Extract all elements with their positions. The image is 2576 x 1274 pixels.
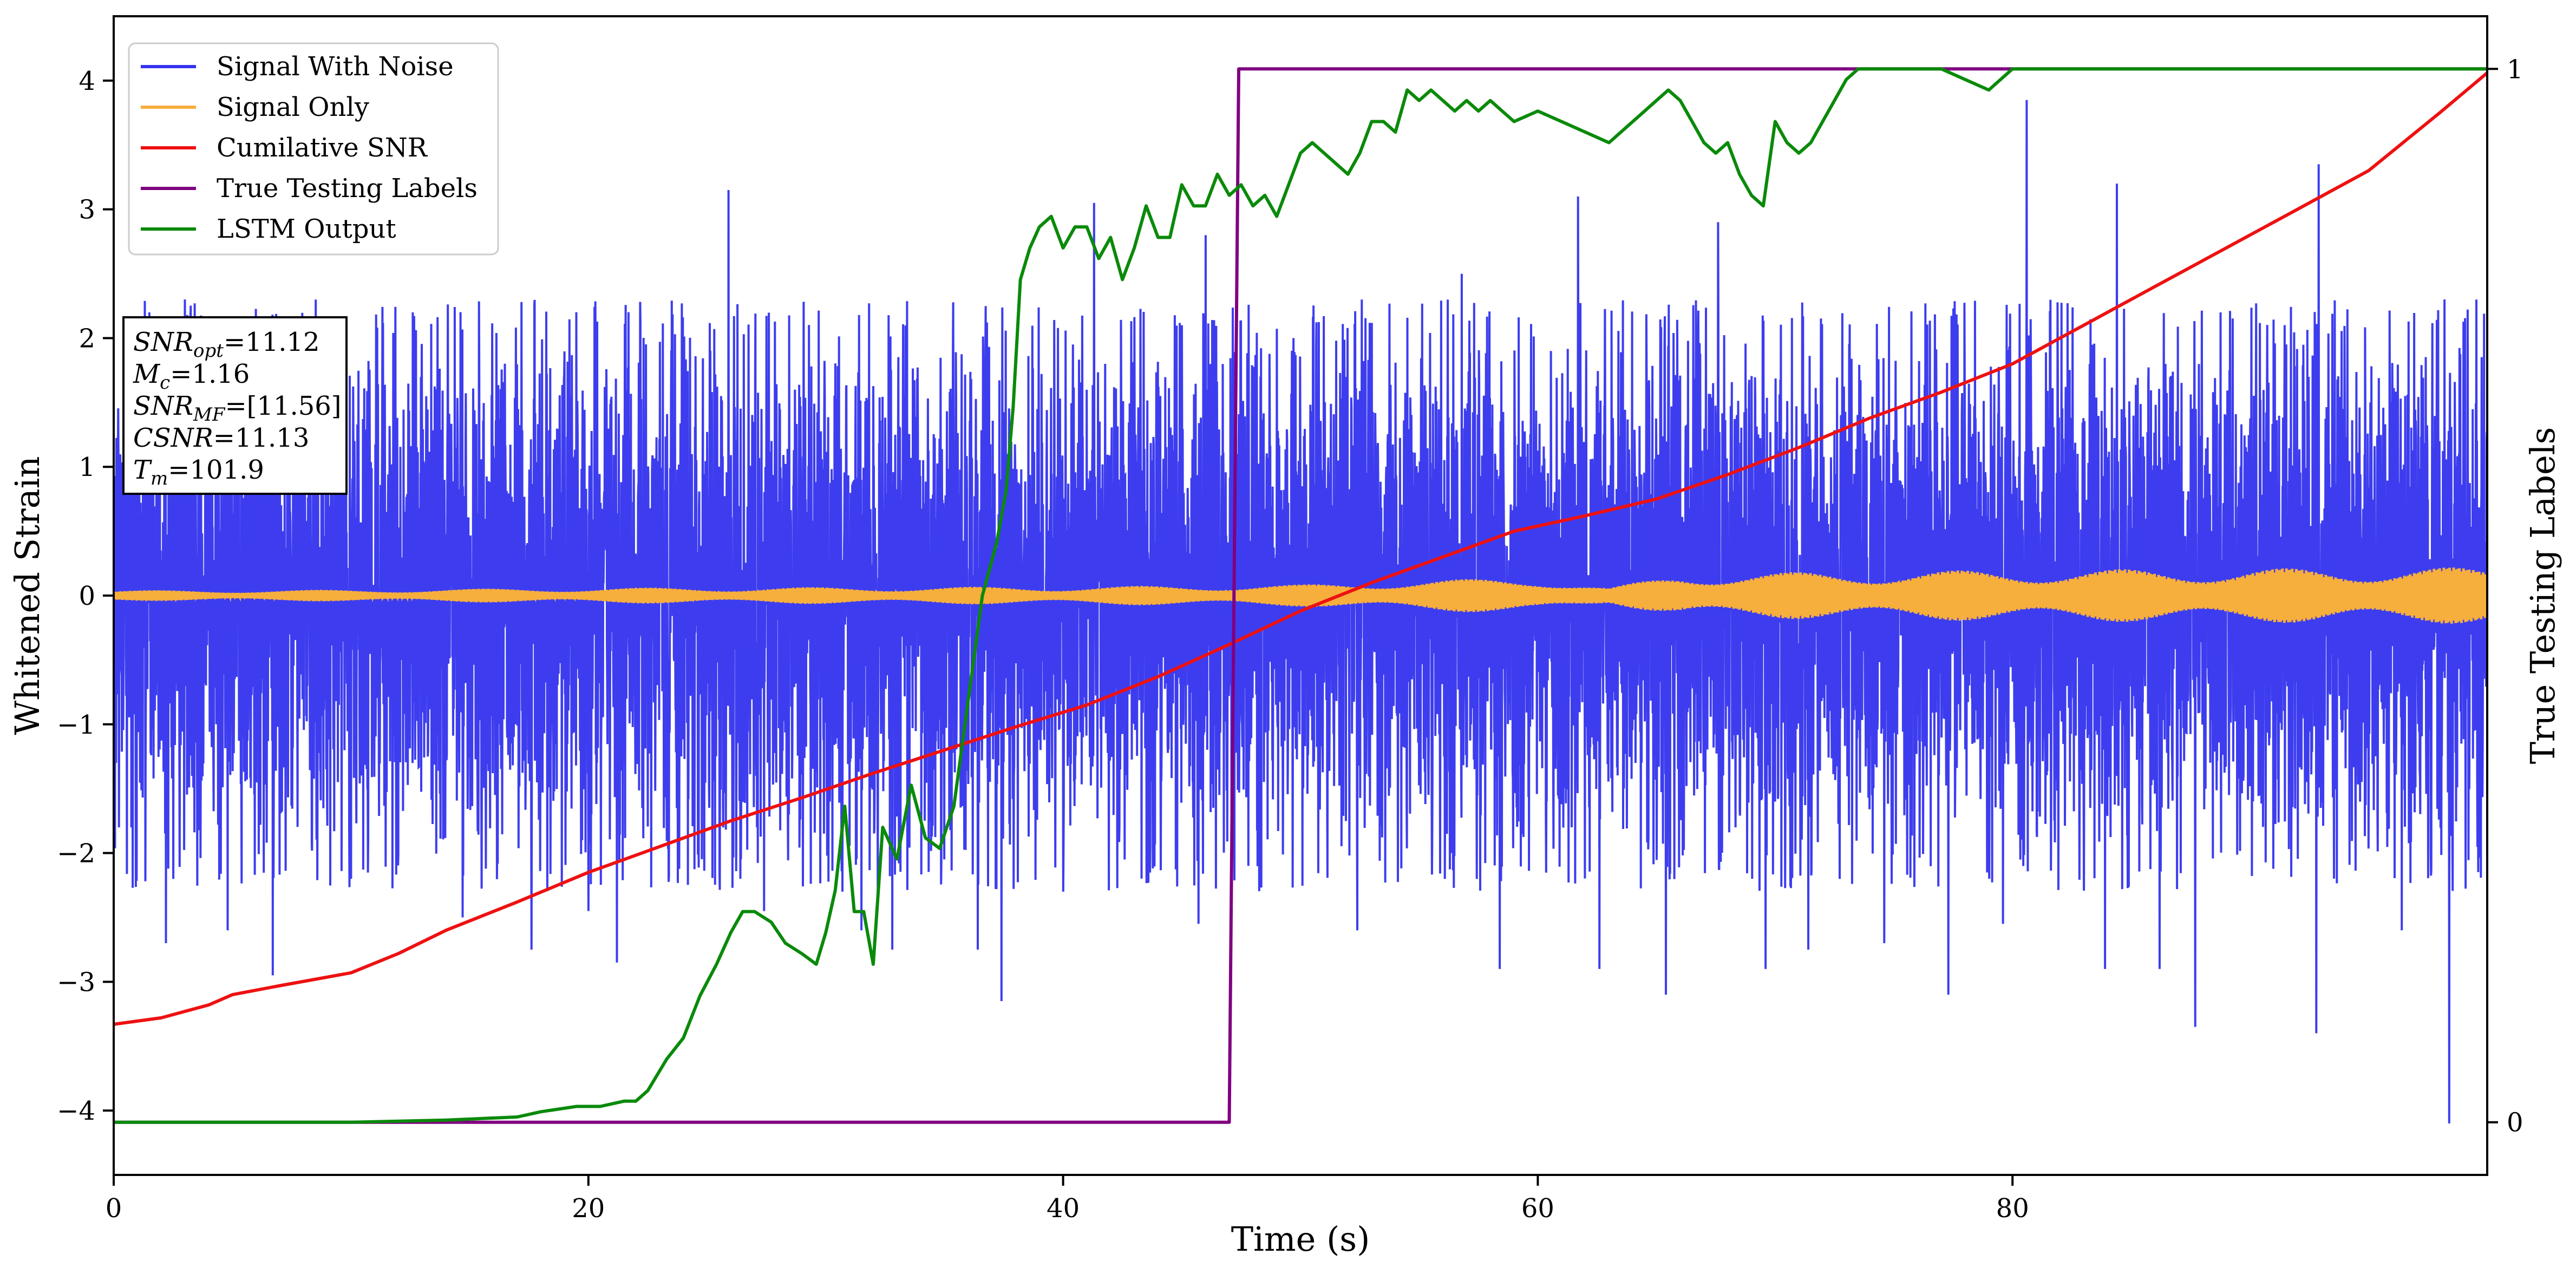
x-tick-label: 60 [1521, 1193, 1554, 1224]
y-tick-label: 4 [79, 66, 95, 96]
info-box-frame [122, 316, 348, 495]
info-lines: SNRopt=11.12Mc=1.16SNRMF=[11.56]CSNR=11.… [133, 327, 342, 489]
legend-label-cumilative-snr: Cumilative SNR [217, 133, 428, 163]
y-tick-label: 2 [79, 323, 95, 354]
y2-tick-label: 1 [2507, 54, 2523, 84]
info-line: Tm=101.9 [133, 455, 264, 489]
series-cumilative-snr [114, 71, 2487, 1026]
x-tick-label: 40 [1047, 1193, 1080, 1224]
y-tick-label: −4 [57, 1096, 95, 1126]
info-line: SNRopt=11.12 [133, 327, 320, 362]
x-tick-label: 0 [106, 1193, 122, 1224]
y-tick-label: 1 [79, 452, 95, 482]
info-line: SNRMF=[11.56] [133, 391, 342, 426]
series-lstm-output [114, 67, 2487, 1124]
y2-tick-label: 0 [2507, 1108, 2523, 1138]
series-layer [114, 67, 2487, 1124]
y2-axis-title: True Testing Labels [2523, 427, 2562, 765]
info-line: CSNR=11.13 [133, 423, 309, 453]
y-tick-label: 3 [79, 195, 95, 225]
y-tick-label: 0 [79, 581, 95, 611]
y-tick-label: −3 [57, 967, 95, 997]
legend-box [128, 42, 499, 256]
y-tick-label: −1 [57, 710, 95, 740]
y-axis-title: Whitened Strain [8, 456, 47, 735]
legend-label-true-testing-labels: True Testing Labels [217, 173, 478, 204]
info-box: SNRopt=11.12Mc=1.16SNRMF=[11.56]CSNR=11.… [122, 316, 348, 495]
x-tick-label: 20 [572, 1193, 605, 1224]
x-axis-title: Time (s) [1231, 1219, 1370, 1259]
y-tick-label: −2 [57, 839, 95, 869]
info-line: Mc=1.16 [133, 359, 250, 394]
legend: Signal With Noise Signal Only Cumilative S… [128, 42, 499, 256]
legend-entries: Signal With Noise Signal Only Cumilative S… [141, 51, 478, 244]
legend-label-lstm-output: LSTM Output [217, 214, 396, 244]
x-tick-label: 80 [1996, 1193, 2029, 1224]
legend-label-signal-with-noise: Signal With Noise [217, 51, 454, 82]
series-signal-only [114, 567, 2487, 624]
legend-label-signal-only: Signal Only [217, 92, 369, 122]
